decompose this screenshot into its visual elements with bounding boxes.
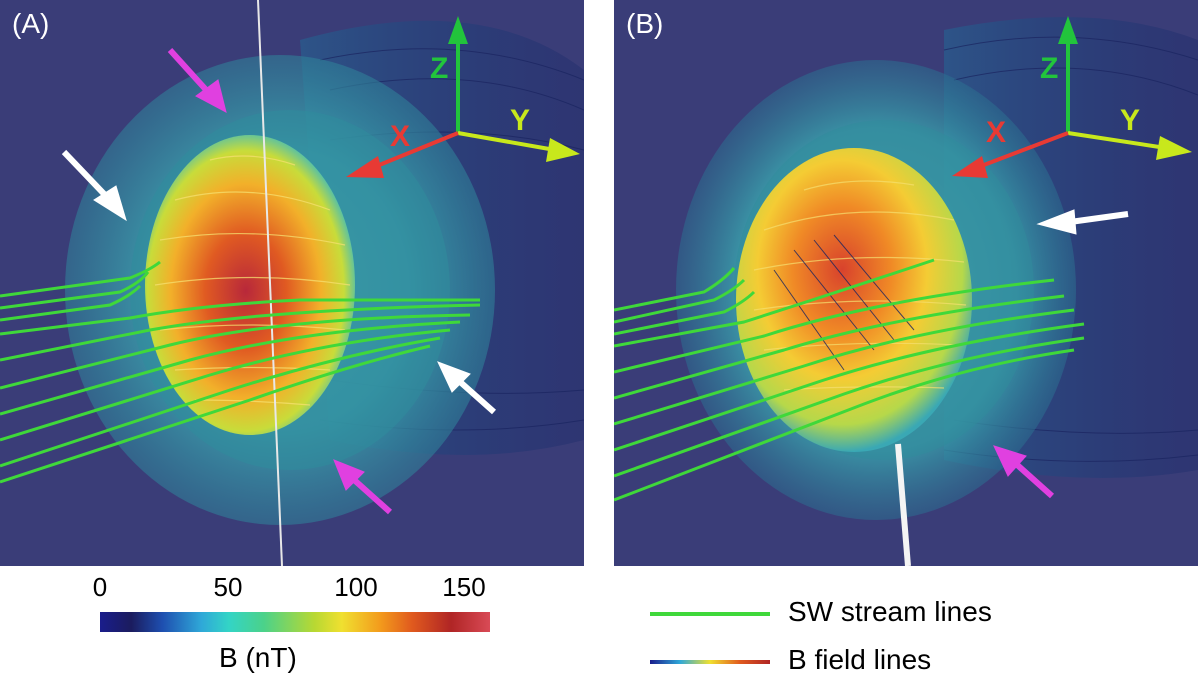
- magnetic-core: [736, 148, 972, 452]
- colorbar: [100, 612, 490, 632]
- core-field-lines: [753, 180, 967, 391]
- x-axis-label: X: [986, 116, 1007, 149]
- z-axis-label: Z: [1040, 52, 1059, 85]
- colorbar-tick-0: 0: [92, 572, 108, 602]
- magnetic-core: [145, 135, 355, 435]
- z-axis-label: Z: [430, 52, 449, 85]
- colorbar-title: B (nT): [219, 642, 297, 673]
- b-field-line-swatch: [650, 660, 770, 664]
- b-field-lines-label: B field lines: [788, 644, 932, 675]
- panel-a-image: [0, 0, 584, 566]
- colorbar-tick-50: 50: [213, 572, 243, 602]
- axes-triad: [952, 16, 1192, 178]
- magenta-arrows: [993, 445, 1055, 499]
- magenta-arrows: [167, 47, 393, 515]
- x-axis-label: X: [390, 120, 411, 153]
- y-axis-label: Y: [1120, 104, 1141, 137]
- colorbar-tick-150: 150: [442, 572, 486, 602]
- white-arrows: [61, 149, 496, 415]
- sw-stream-lines: [614, 258, 1085, 502]
- y-axis-label: Y: [510, 104, 531, 137]
- axes-triad: [346, 16, 580, 178]
- sw-stream-line-swatch: [650, 612, 770, 616]
- white-arrows: [1036, 209, 1129, 235]
- sw-stream-lines: [0, 260, 481, 484]
- colorbar-tick-100: 100: [334, 572, 378, 602]
- panel-a: (A) Z Y X: [0, 0, 584, 566]
- panel-b-label: (B): [626, 8, 664, 39]
- vertical-trace-line: [895, 443, 911, 566]
- panel-b: (B) Z Y X: [614, 0, 1198, 566]
- core-field-lines: [154, 155, 351, 406]
- vertical-trace-line: [257, 0, 283, 566]
- panel-b-image: [614, 0, 1198, 566]
- panel-a-label: (A): [12, 8, 50, 39]
- core-dark-field-lines: [773, 234, 915, 371]
- sw-stream-lines-label: SW stream lines: [788, 596, 992, 627]
